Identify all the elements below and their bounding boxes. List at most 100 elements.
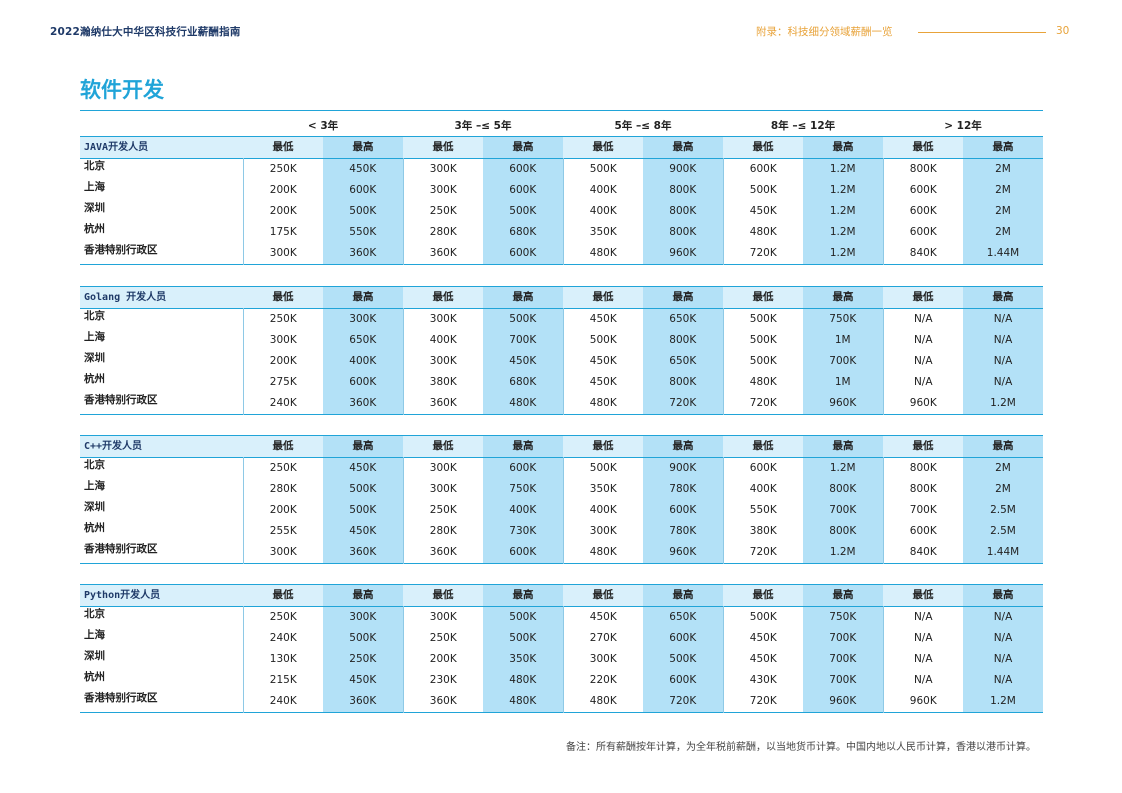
max-salary-cell: 360K — [323, 243, 403, 265]
min-salary-cell: N/A — [882, 606, 963, 628]
city-name: 北京 — [84, 160, 105, 172]
max-salary-cell: 600K — [483, 457, 563, 479]
min-salary-cell: 350K — [562, 222, 643, 243]
max-salary-cell: 1.2M — [803, 180, 883, 201]
section-title: 软件开发 — [80, 78, 164, 102]
table-header-row: C++开发人员 最低 最高 最低 最高 最低 最高 最低 最高 最低 最高 — [80, 435, 1043, 458]
report-title: 2022瀚纳仕大中华区科技行业薪酬指南 — [50, 26, 241, 38]
city-name: 深圳 — [84, 501, 105, 513]
salary-table: Python开发人员 最低 最高 最低 最高 最低 最高 最低 最高 最低 最高 北京 250K 300K… — [80, 584, 1043, 713]
min-salary-cell: 480K — [562, 393, 643, 415]
min-salary-cell: 500K — [562, 330, 643, 351]
max-salary-cell: 900K — [643, 457, 723, 479]
max-salary-cell: 480K — [483, 691, 563, 713]
max-header: 最高 — [323, 286, 403, 309]
min-salary-cell: 250K — [242, 158, 323, 180]
max-salary-cell: 500K — [323, 201, 403, 222]
max-salary-cell: 700K — [803, 628, 883, 649]
min-salary-cell: 600K — [722, 158, 803, 180]
min-salary-cell: 300K — [402, 158, 483, 180]
min-salary-cell: 720K — [722, 542, 803, 564]
min-salary-cell: 450K — [722, 649, 803, 670]
min-salary-cell: 240K — [242, 691, 323, 713]
max-header: 最高 — [323, 136, 403, 159]
max-header: 最高 — [803, 435, 883, 458]
min-header: 最低 — [403, 435, 483, 458]
min-salary-cell: 300K — [562, 521, 643, 542]
min-salary-cell: 250K — [242, 457, 323, 479]
max-salary-cell: 960K — [643, 542, 723, 564]
max-header: 最高 — [803, 584, 883, 607]
max-header: 最高 — [483, 136, 563, 159]
min-header: 最低 — [883, 136, 963, 159]
max-salary-cell: 500K — [483, 201, 563, 222]
min-salary-cell: 230K — [402, 670, 483, 691]
min-salary-cell: 300K — [402, 308, 483, 330]
min-salary-cell: 450K — [722, 628, 803, 649]
min-salary-cell: N/A — [882, 649, 963, 670]
max-salary-cell: 1.2M — [963, 691, 1043, 713]
max-salary-cell: 800K — [643, 201, 723, 222]
max-salary-cell: 960K — [643, 243, 723, 265]
min-header: 最低 — [243, 286, 323, 309]
min-header: 最低 — [243, 584, 323, 607]
min-header: 最低 — [883, 584, 963, 607]
salary-table: JAVA开发人员 最低 最高 最低 最高 最低 最高 最低 最高 最低 最高 北京 250K 450K 30… — [80, 136, 1043, 265]
min-salary-cell: 280K — [402, 222, 483, 243]
max-salary-cell: 600K — [483, 180, 563, 201]
table-row: 深圳 200K 500K 250K 500K 400K 800K 450K 1.2M 600K 2M — [80, 201, 1043, 222]
max-salary-cell: 2.5M — [963, 500, 1043, 521]
max-salary-cell: 1.2M — [803, 201, 883, 222]
min-salary-cell: 300K — [242, 330, 323, 351]
table-row: 北京 250K 450K 300K 600K 500K 900K 600K 1.2M 800K 2M — [80, 457, 1043, 479]
max-salary-cell: 500K — [643, 649, 723, 670]
max-salary-cell: 1.2M — [803, 222, 883, 243]
min-salary-cell: 500K — [722, 351, 803, 372]
max-header: 最高 — [643, 136, 723, 159]
min-salary-cell: 500K — [722, 308, 803, 330]
city-name: 香港特别行政区 — [84, 692, 158, 704]
max-salary-cell: 700K — [483, 330, 563, 351]
min-salary-cell: 250K — [402, 500, 483, 521]
header-divider — [918, 32, 1046, 33]
experience-group-label: 5年 –≤ 8年 — [614, 120, 672, 132]
city-name: 杭州 — [84, 223, 105, 235]
min-salary-cell: 380K — [402, 372, 483, 393]
max-salary-cell: 500K — [323, 628, 403, 649]
min-salary-cell: 480K — [722, 222, 803, 243]
min-header: 最低 — [403, 136, 483, 159]
table-row: 深圳 130K 250K 200K 350K 300K 500K 450K 700K N/A N/A — [80, 649, 1043, 670]
min-salary-cell: 200K — [242, 351, 323, 372]
table-row: 深圳 200K 400K 300K 450K 450K 650K 500K 700K N/A N/A — [80, 351, 1043, 372]
max-salary-cell: 400K — [323, 351, 403, 372]
max-salary-cell: 680K — [483, 372, 563, 393]
max-salary-cell: 2M — [963, 158, 1043, 180]
max-salary-cell: 650K — [643, 606, 723, 628]
max-salary-cell: 650K — [643, 308, 723, 330]
min-salary-cell: 800K — [882, 457, 963, 479]
min-salary-cell: 430K — [722, 670, 803, 691]
min-salary-cell: 400K — [722, 479, 803, 500]
min-header: 最低 — [563, 435, 643, 458]
max-salary-cell: 700K — [803, 351, 883, 372]
min-salary-cell: 200K — [242, 201, 323, 222]
max-salary-cell: 1.2M — [963, 393, 1043, 415]
experience-group-label: 8年 –≤ 12年 — [770, 120, 836, 132]
max-salary-cell: 600K — [643, 628, 723, 649]
min-salary-cell: 450K — [722, 201, 803, 222]
max-salary-cell: 600K — [323, 372, 403, 393]
max-salary-cell: 400K — [483, 500, 563, 521]
max-salary-cell: 800K — [803, 479, 883, 500]
max-salary-cell: 1.2M — [803, 542, 883, 564]
max-salary-cell: 450K — [323, 158, 403, 180]
max-salary-cell: 1.2M — [803, 158, 883, 180]
city-name: 北京 — [84, 459, 105, 471]
min-salary-cell: 240K — [242, 393, 323, 415]
max-salary-cell: N/A — [963, 606, 1043, 628]
max-salary-cell: 2M — [963, 201, 1043, 222]
max-salary-cell: 1.2M — [803, 457, 883, 479]
min-salary-cell: 275K — [242, 372, 323, 393]
max-salary-cell: 550K — [323, 222, 403, 243]
max-salary-cell: 1.2M — [803, 243, 883, 265]
min-salary-cell: 720K — [722, 393, 803, 415]
